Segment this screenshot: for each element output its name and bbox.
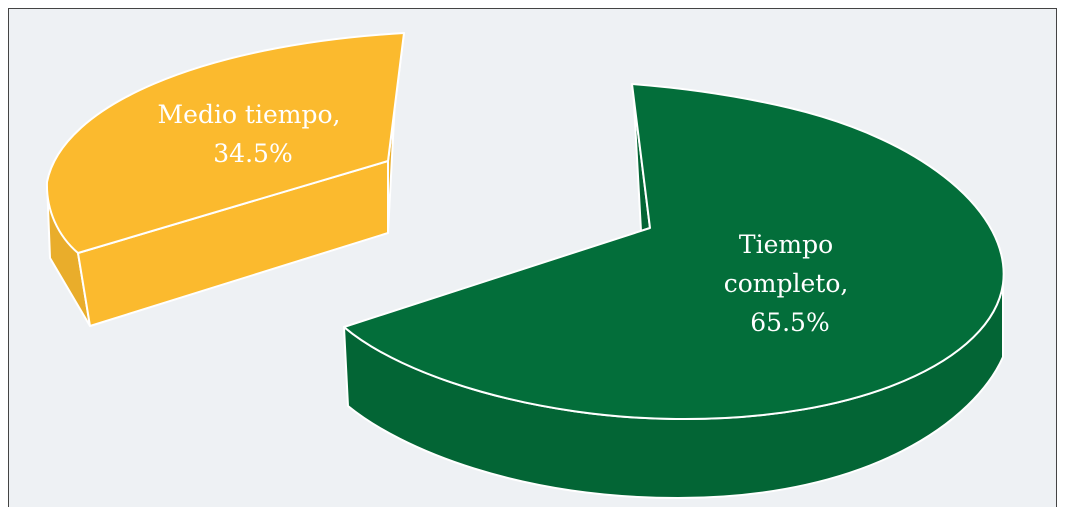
label-line: Medio tiempo, [158,100,341,129]
slice-top-tiempo-completo [343,83,1005,421]
pie-slice-tiempo-completo: Tiempo completo, 65.5% [343,83,1005,499]
label-line: 65.5% [750,308,829,337]
label-line: Tiempo [739,230,833,259]
label-line: 34.5% [213,139,292,168]
label-line: completo, [724,269,849,298]
slice-label-tiempo-completo: Tiempo completo, 65.5% [724,230,857,337]
slice-top-medio-tiempo [45,32,405,254]
pie-slice-medio-tiempo: Medio tiempo, 34.5% [45,32,405,327]
slice-label-medio-tiempo: Medio tiempo, 34.5% [158,100,349,168]
